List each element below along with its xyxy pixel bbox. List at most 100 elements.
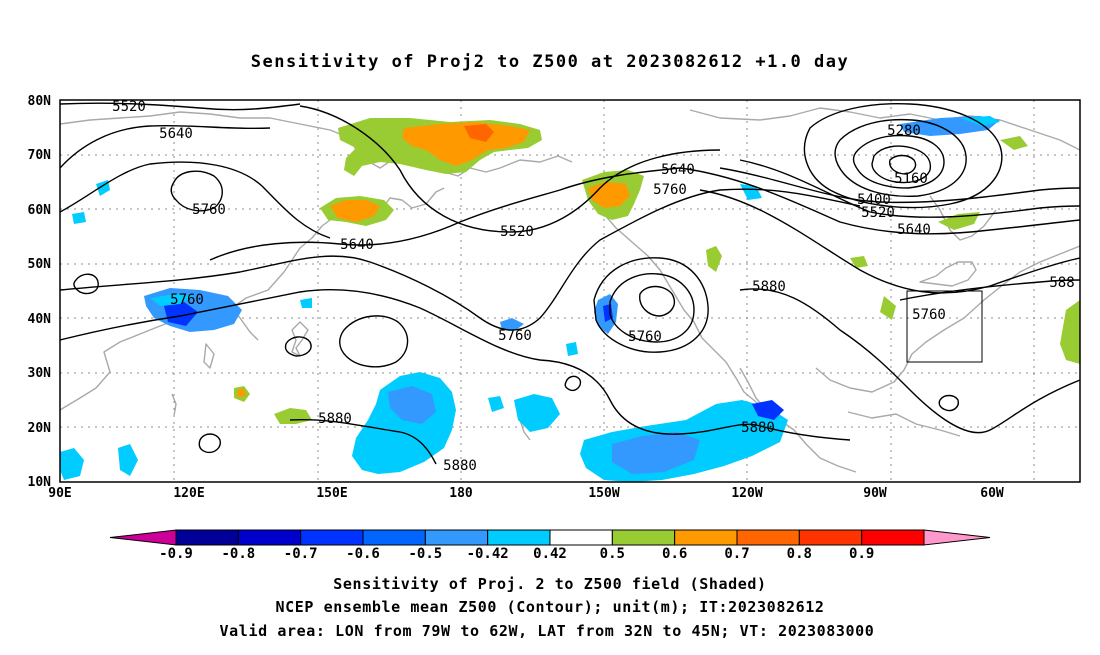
contour-label: 5760 <box>170 292 204 308</box>
contour-5160-inner <box>889 154 917 175</box>
lon-tick-label: 90E <box>48 486 71 501</box>
figure-title: Sensitivity of Proj2 to Z500 at 20230826… <box>251 52 849 72</box>
contour-5880-circle-1 <box>564 375 582 392</box>
shade-w-pac-small-4 <box>514 394 560 432</box>
shade-green-small-1 <box>706 246 722 272</box>
colorbar-swatch <box>300 529 364 546</box>
lon-tick-label: 60W <box>980 486 1004 501</box>
colorbar-label: -0.42 <box>467 546 509 562</box>
shade-w-pac-small-3 <box>118 444 138 476</box>
lon-tick-label: 90W <box>863 486 887 501</box>
lat-tick-label: 20N <box>28 421 52 436</box>
contour-label: 5880 <box>318 411 352 427</box>
map-frame <box>59 99 1081 483</box>
shade-w-pac-small-7 <box>488 396 504 412</box>
contour-cutoff-mid <box>609 273 695 343</box>
lon-tick-label: 120E <box>173 486 204 501</box>
footer-line-1: Sensitivity of Proj. 2 to Z500 field (Sh… <box>333 575 766 593</box>
shade-tropical-pac-2-deep <box>752 400 784 420</box>
contour-label: 5760 <box>628 329 662 345</box>
z500-contours <box>60 102 1080 465</box>
contour-asia-closed-1 <box>73 273 99 295</box>
contour-5880-line <box>60 289 851 441</box>
colorbar-label: -0.5 <box>408 546 442 562</box>
contour-5640-main <box>209 167 681 261</box>
shade-w-pac-small-8 <box>72 212 86 224</box>
colorbar-swatch <box>674 529 738 546</box>
colorbar-swatch <box>798 529 863 546</box>
contour-5880-ring <box>339 315 409 368</box>
shade-green-east-5 <box>880 296 896 320</box>
contour-label: 5400 <box>857 192 891 208</box>
contour-5280-low-3 <box>852 134 945 189</box>
shade-alaska-red <box>464 124 494 142</box>
lat-tick-label: 70N <box>28 148 52 163</box>
contour-label: 5760 <box>498 328 532 344</box>
contour-label: 5640 <box>661 162 695 178</box>
contour-label: 5520 <box>861 205 895 221</box>
lon-tick-label: 120W <box>731 486 762 501</box>
colorbar-label: 0.6 <box>662 546 687 562</box>
shade-w-pac-small-6 <box>566 342 578 356</box>
shade-tropical-pac-2-mid <box>612 432 700 474</box>
shade-greenland-light <box>960 116 1000 126</box>
contour-5400-line <box>719 167 1080 204</box>
contour-labels: 5520 5640 5760 5640 5520 5640 5760 5280 … <box>112 99 1075 474</box>
colorbar-swatch <box>237 529 302 546</box>
colorbar-label: 0.9 <box>849 546 874 562</box>
shade-green-east-2 <box>1000 136 1028 150</box>
shade-asia-light <box>150 294 194 306</box>
colorbar: -0.9 -0.8 -0.7 -0.6 -0.5 -0.42 0.42 0.5 0.6 0.7 0.… <box>109 529 991 562</box>
contour-5640-nw <box>60 124 271 169</box>
footer-line-3: Valid area: LON from 79W to 62W, LAT fro… <box>220 622 875 640</box>
colorbar-label: -0.9 <box>159 546 193 562</box>
colorbar-label: -0.6 <box>346 546 380 562</box>
contour-label: 5520 <box>500 224 534 240</box>
colorbar-swatch <box>861 529 925 546</box>
colorbar-swatch <box>362 529 426 546</box>
shading-positive <box>234 118 1080 424</box>
colorbar-swatch <box>549 529 613 546</box>
lat-tick-label: 50N <box>28 257 52 272</box>
contour-5520-main <box>299 105 721 233</box>
contour-5640-line-e <box>679 167 1080 235</box>
shade-bering-orange <box>330 200 380 222</box>
contour-asia-closed-3 <box>198 433 221 454</box>
contour-5520-line-e <box>739 159 1080 218</box>
shade-green-east-1 <box>938 212 980 230</box>
contour-label: 5640 <box>159 126 193 142</box>
contour-label: 5880 <box>741 420 775 436</box>
contour-label: 5280 <box>887 123 921 139</box>
colorbar-label: -0.8 <box>221 546 255 562</box>
contour-5760-line-e <box>699 189 1080 294</box>
contour-label: 5880 <box>443 458 477 474</box>
lon-tick-label: 150W <box>588 486 619 501</box>
colorbar-swatch <box>487 529 551 546</box>
contour-5520-nw <box>60 102 301 111</box>
contour-5280-low-outer <box>803 103 1003 209</box>
colorbar-swatch <box>611 529 676 546</box>
colorbar-label: 0.5 <box>600 546 625 562</box>
contour-asia-closed-2 <box>284 336 312 357</box>
shade-dateline <box>500 318 524 330</box>
colorbar-label: -0.7 <box>284 546 318 562</box>
shade-w-pac-small-9 <box>300 298 312 308</box>
map-panel: 5520 5640 5760 5640 5520 5640 5760 5280 … <box>28 94 1081 501</box>
colorbar-label: 0.8 <box>787 546 812 562</box>
footer-line-2: NCEP ensemble mean Z500 (Contour); unit(… <box>276 598 825 616</box>
shade-alaska-orange <box>402 122 530 166</box>
colorbar-label: 0.42 <box>533 546 567 562</box>
contour-label: 5640 <box>897 222 931 238</box>
contour-label: 5520 <box>112 99 146 115</box>
valid-area-box <box>906 290 983 363</box>
shade-asia-deep <box>164 302 198 326</box>
lat-tick-label: 10N <box>28 475 52 490</box>
colorbar-swatch <box>175 529 239 546</box>
contour-label: 5760 <box>653 182 687 198</box>
contour-cutoff-outer <box>593 257 709 353</box>
colorbar-label: 0.7 <box>724 546 749 562</box>
contour-5160-low <box>871 145 932 184</box>
colorbar-swatch <box>424 529 489 546</box>
colorbar-max-triangle <box>923 529 991 546</box>
